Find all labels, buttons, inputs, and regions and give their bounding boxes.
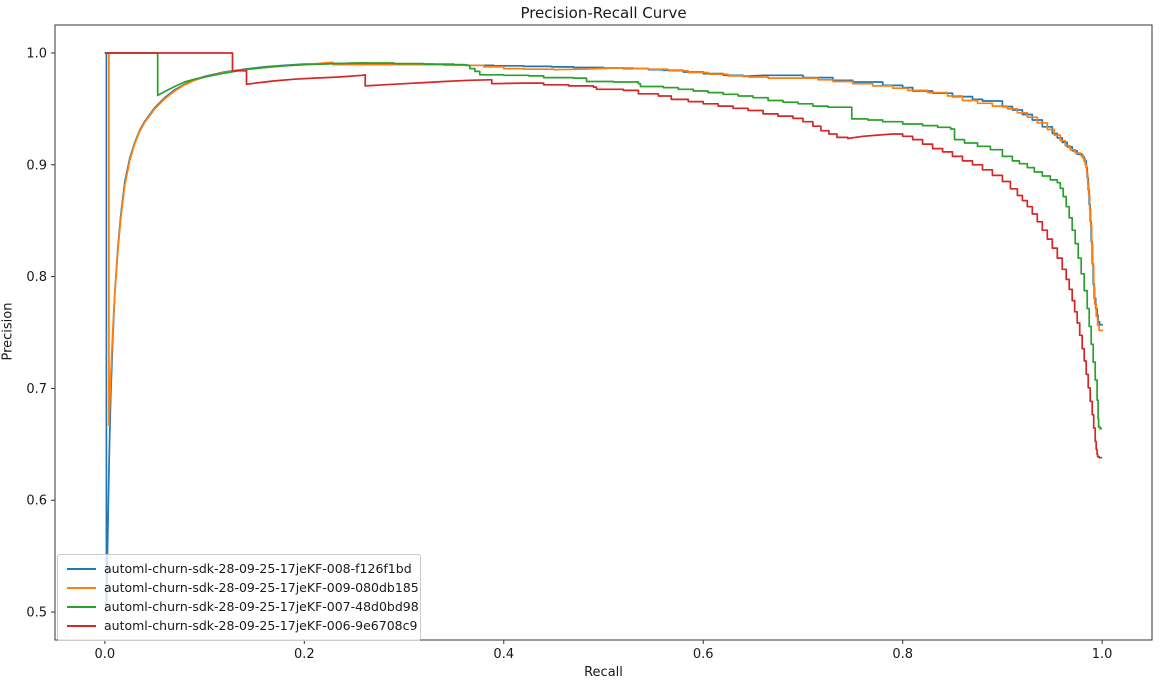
legend-line-swatch	[67, 605, 96, 608]
y-axis-tick-label: 0.9	[26, 158, 47, 173]
legend-label: automl-churn-sdk-28-09-25-17jeKF-006-9e6…	[104, 618, 418, 633]
x-axis-label: Recall	[584, 665, 623, 680]
pr-curve-0	[104, 52, 1103, 613]
x-axis-tick-label: 0.2	[294, 647, 315, 662]
legend-label: automl-churn-sdk-28-09-25-17jeKF-007-48d…	[104, 599, 419, 614]
legend-item: automl-churn-sdk-28-09-25-17jeKF-007-48d…	[58, 597, 420, 616]
y-axis-tick-label: 0.8	[26, 270, 47, 285]
y-axis-label: Precision	[0, 302, 16, 361]
pr-curve-1	[104, 52, 1103, 427]
pr-curve-3	[104, 52, 1103, 459]
chart-title: Precision-Recall Curve	[520, 4, 687, 22]
legend-line-swatch	[67, 567, 96, 570]
pr-curve-2	[104, 52, 1103, 430]
legend-line-swatch	[67, 624, 96, 627]
y-axis-tick-label: 0.7	[26, 382, 47, 397]
y-axis-tick-label: 0.5	[26, 606, 47, 621]
legend-label: automl-churn-sdk-28-09-25-17jeKF-009-080…	[104, 580, 419, 595]
legend-item: automl-churn-sdk-28-09-25-17jeKF-008-f12…	[58, 559, 420, 578]
x-axis-tick-label: 1.0	[1092, 647, 1113, 662]
y-axis-tick-label: 0.6	[26, 494, 47, 509]
x-axis-tick-label: 0.6	[693, 647, 714, 662]
legend: automl-churn-sdk-28-09-25-17jeKF-008-f12…	[57, 554, 421, 641]
y-axis-tick-label: 1.0	[26, 46, 47, 61]
legend-item: automl-churn-sdk-28-09-25-17jeKF-009-080…	[58, 578, 420, 597]
legend-line-swatch	[67, 586, 96, 589]
legend-label: automl-churn-sdk-28-09-25-17jeKF-008-f12…	[104, 561, 412, 576]
legend-item: automl-churn-sdk-28-09-25-17jeKF-006-9e6…	[58, 616, 420, 635]
x-axis-tick-label: 0.4	[493, 647, 514, 662]
x-axis-tick-label: 0.0	[95, 647, 116, 662]
x-axis-tick-label: 0.8	[892, 647, 913, 662]
axes-frame	[54, 24, 1153, 641]
